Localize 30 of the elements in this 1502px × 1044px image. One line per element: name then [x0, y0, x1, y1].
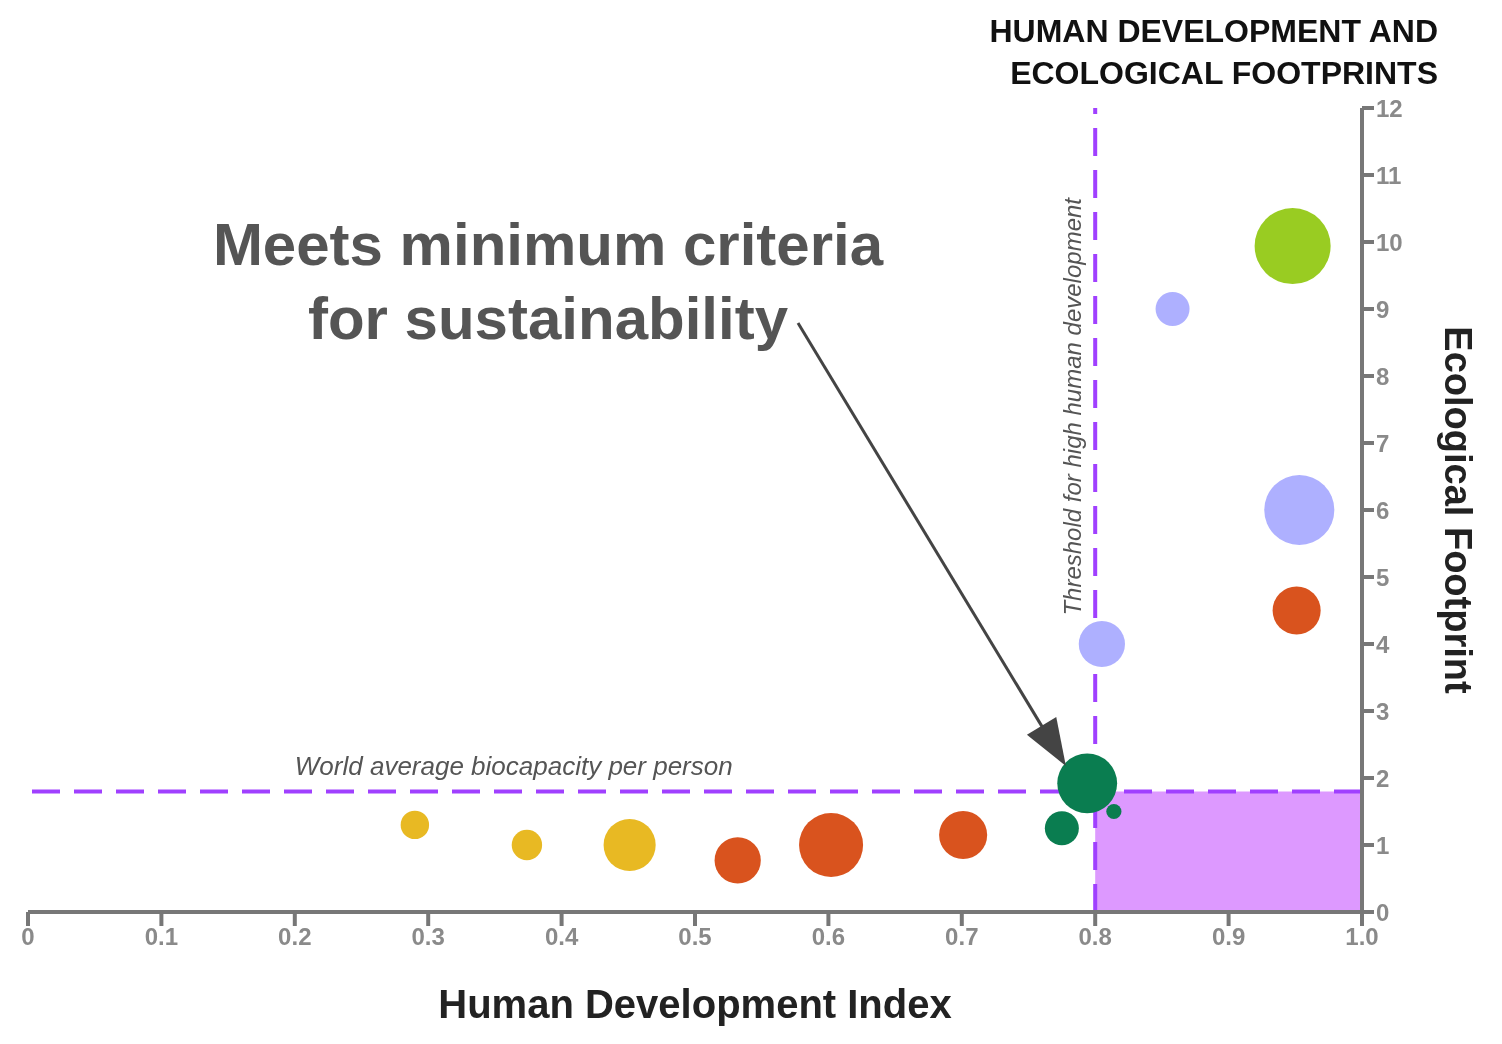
y-tick-label: 11: [1376, 161, 1402, 189]
x-tick-label: 0.6: [811, 923, 846, 951]
y-tick-label: 1: [1376, 831, 1390, 859]
y-tick-label: 10: [1376, 228, 1403, 256]
ref-line-label: World average biocapacity per person: [294, 751, 733, 782]
annotation: Meets minimum criteria for sustainability: [211, 210, 885, 354]
x-tick-label: 0.3: [411, 923, 445, 951]
x-tick-label: 0.2: [278, 923, 312, 951]
y-axis-title: Ecological Footprint: [1436, 326, 1479, 695]
x-tick-label: 0: [21, 923, 35, 951]
x-tick-label: 0.9: [1211, 923, 1246, 951]
y-tick-label: 3: [1376, 697, 1390, 725]
y-tick-label: 8: [1376, 362, 1390, 390]
x-tick-label: 0.4: [544, 923, 579, 951]
y-tick-label: 12: [1376, 94, 1403, 122]
x-axis-title: Human Development Index: [438, 982, 952, 1026]
x-tick-label: 1.0: [1345, 923, 1379, 951]
y-tick-label: 4: [1376, 630, 1390, 658]
y-tick-label: 0: [1376, 898, 1390, 926]
chart-title: HUMAN DEVELOPMENT AND ECOLOGICAL FOOTPRINTS: [988, 12, 1438, 93]
x-tick-label: 0.8: [1078, 923, 1112, 951]
x-tick-label: 0.7: [945, 923, 979, 951]
x-tick-label: 0.5: [678, 923, 712, 951]
x-tick-label: 0.1: [144, 923, 179, 951]
y-tick-label: 2: [1376, 764, 1390, 792]
y-tick-label: 9: [1376, 295, 1390, 323]
y-tick-label: 6: [1376, 496, 1390, 524]
y-tick-label: 5: [1376, 563, 1390, 591]
ref-line-label: Threshold for high human development: [1059, 196, 1087, 616]
y-tick-label: 7: [1376, 429, 1390, 457]
